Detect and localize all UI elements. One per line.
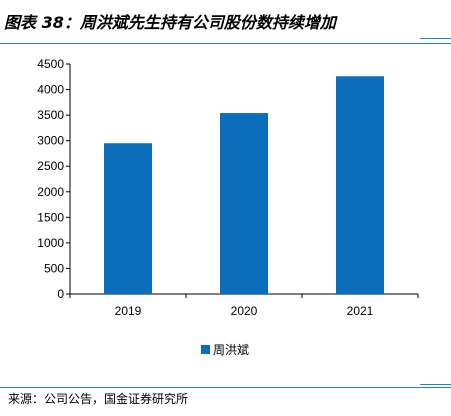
y-tick-label: 1500 xyxy=(37,210,64,224)
bottom-divider xyxy=(0,387,451,388)
legend: 周洪斌 xyxy=(201,343,249,357)
y-axis: 0 500 1000 1500 2000 2500 3000 3500 4000 4500 xyxy=(37,57,71,301)
bars xyxy=(104,76,384,294)
y-tick-label: 500 xyxy=(44,261,64,275)
source-note: 来源：公司公告，国金证券研究所 xyxy=(8,392,189,406)
x-axis: 2019 2020 2021 xyxy=(69,293,419,318)
bar-2021 xyxy=(336,76,384,294)
top-divider xyxy=(0,43,451,44)
x-tick-label: 2021 xyxy=(347,304,374,318)
x-tick-label: 2020 xyxy=(231,304,258,318)
legend-label: 周洪斌 xyxy=(213,343,249,357)
bar-chart: 0 500 1000 1500 2000 2500 3000 3500 4000 4500 201… xyxy=(37,57,419,357)
bar-2019 xyxy=(104,143,152,294)
y-tick-label: 3000 xyxy=(37,134,64,148)
x-tick-label: 2019 xyxy=(115,304,142,318)
y-tick-label: 2000 xyxy=(37,185,64,199)
y-tick-label: 1000 xyxy=(37,236,64,250)
top-divider-accent xyxy=(420,38,451,39)
bottom-divider-accent xyxy=(420,384,451,385)
y-tick-label: 0 xyxy=(57,287,64,301)
y-tick-label: 4000 xyxy=(37,83,64,97)
y-tick-label: 2500 xyxy=(37,159,64,173)
bar-2020 xyxy=(220,113,268,294)
figure-title: 图表 38：周洪斌先生持有公司股份数持续增加 xyxy=(4,13,336,32)
y-tick-label: 3500 xyxy=(37,108,64,122)
legend-swatch xyxy=(201,345,210,354)
y-tick-label: 4500 xyxy=(37,57,64,71)
